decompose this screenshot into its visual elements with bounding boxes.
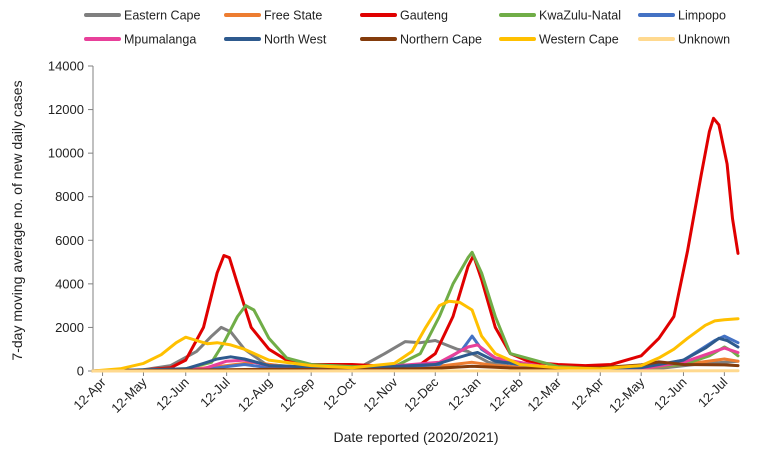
y-tick-label: 6000 <box>55 233 84 248</box>
legend-label-eastern-cape: Eastern Cape <box>124 9 200 23</box>
legend-label-western-cape: Western Cape <box>539 33 619 47</box>
x-tick-label: 12-May <box>606 374 648 416</box>
y-tick-label: 0 <box>77 364 84 379</box>
x-tick-label: 12-Apr <box>70 374 109 413</box>
legend-label-kwazulu-natal: KwaZulu-Natal <box>539 9 621 23</box>
x-tick-label: 12-Jun <box>153 375 192 414</box>
x-tick-label: 12-Jan <box>445 375 484 414</box>
legend-label-free-state: Free State <box>264 9 322 23</box>
series-lines <box>93 118 738 371</box>
y-tick-label: 8000 <box>55 189 84 204</box>
y-axis-ticks: 0 2000 4000 6000 8000 10000 12000 14000 <box>48 59 93 379</box>
legend-label-north-west: North West <box>264 33 327 47</box>
y-tick-label: 4000 <box>55 276 84 291</box>
x-tick-label: 12-May <box>108 374 150 416</box>
x-tick-label: 12-Apr <box>568 374 607 413</box>
x-tick-label: 12-Jun <box>651 375 690 414</box>
x-tick-label: 12-Nov <box>360 374 401 415</box>
y-tick-label: 10000 <box>48 146 84 161</box>
y-tick-label: 14000 <box>48 59 84 74</box>
x-tick-label: 12-Aug <box>235 375 275 415</box>
x-tick-label: 12-Jul <box>197 374 233 410</box>
legend: Eastern Cape Free State Gauteng KwaZulu-Nat… <box>86 9 730 47</box>
y-tick-label: 12000 <box>48 102 84 117</box>
x-tick-label: 12-Feb <box>486 375 526 415</box>
x-tick-label: 12-Jul <box>695 374 731 410</box>
x-tick-label: 12-Oct <box>320 374 358 412</box>
x-tick-label: 12-Sep <box>277 375 317 415</box>
y-tick-label: 2000 <box>55 320 84 335</box>
series-line-western-cape <box>93 301 738 371</box>
legend-label-mpumalanga: Mpumalanga <box>124 33 196 47</box>
legend-label-limpopo: Limpopo <box>678 9 726 23</box>
y-axis-title: 7-day moving average no. of new daily ca… <box>9 80 25 360</box>
x-axis-title: Date reported (2020/2021) <box>334 429 499 445</box>
legend-label-gauteng: Gauteng <box>400 9 448 23</box>
legend-label-unknown: Unknown <box>678 33 730 47</box>
series-line-gauteng <box>93 118 738 371</box>
x-tick-label: 12-Dec <box>401 374 442 415</box>
x-tick-label: 12-Mar <box>524 374 564 414</box>
legend-label-northern-cape: Northern Cape <box>400 33 482 47</box>
